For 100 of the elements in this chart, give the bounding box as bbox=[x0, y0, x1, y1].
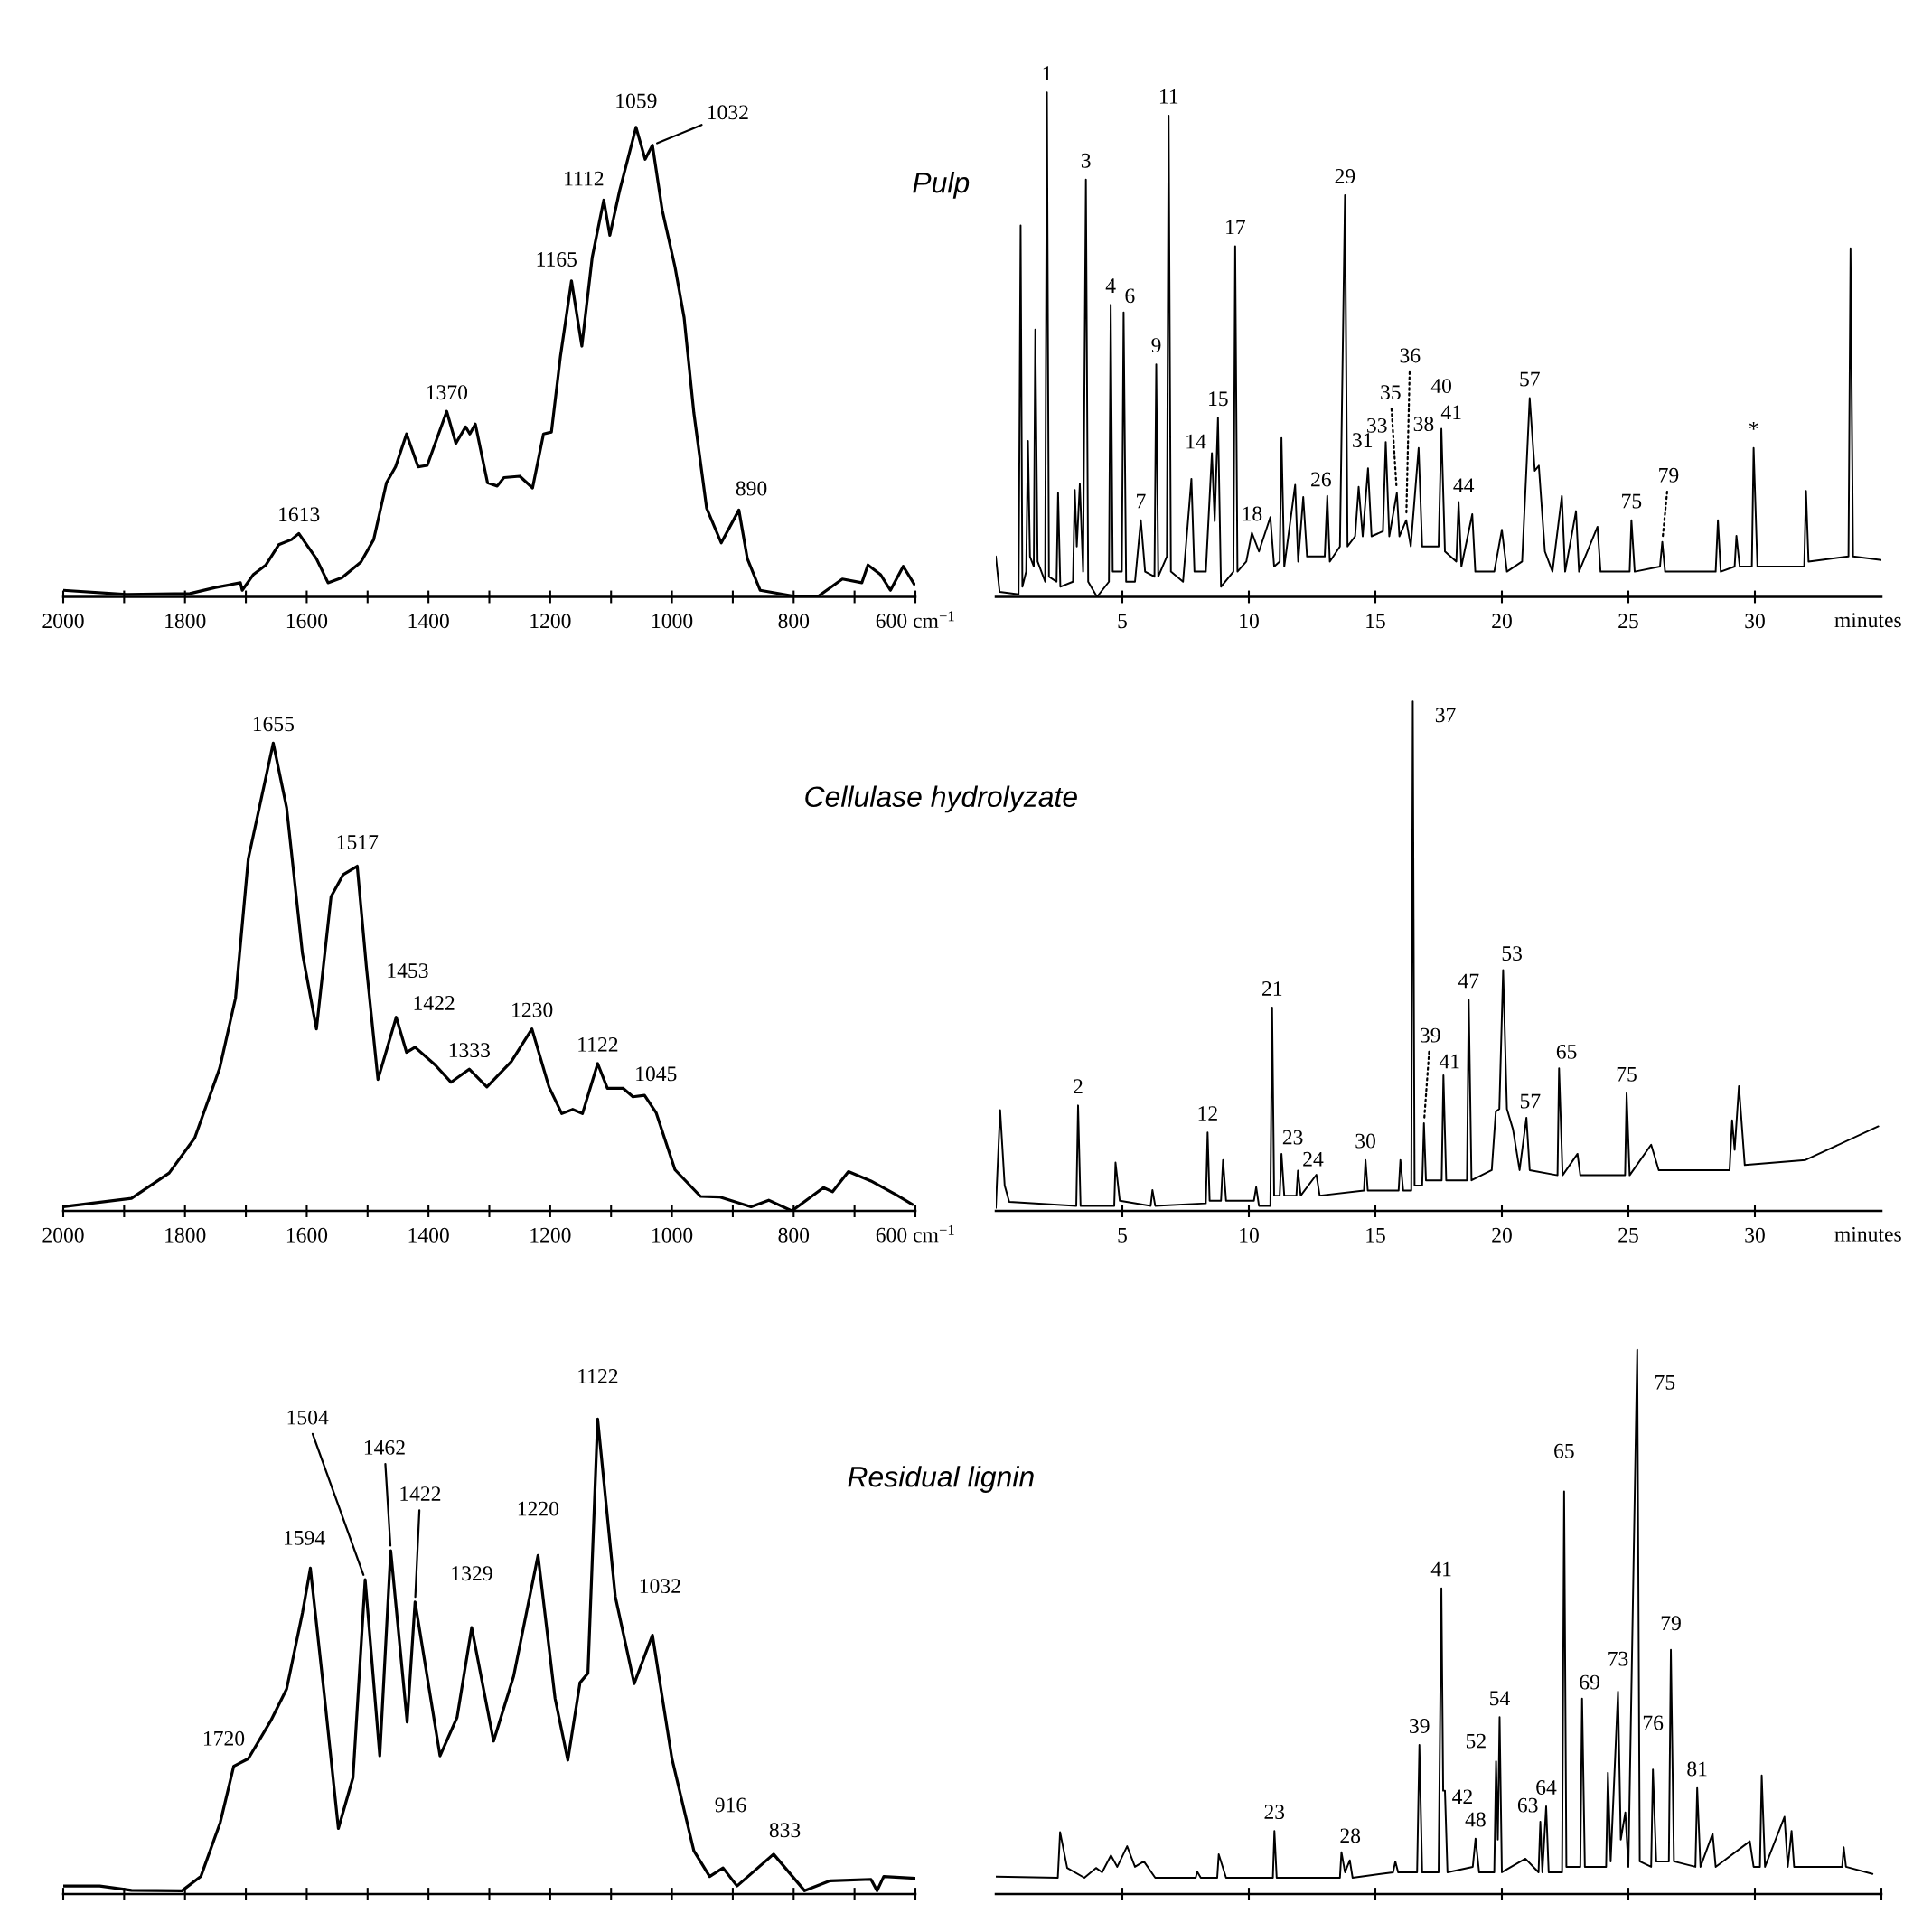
annotation: 33 bbox=[1367, 417, 1387, 433]
annotation: 1165 bbox=[537, 252, 577, 267]
x-tick-label: 1200 bbox=[530, 614, 571, 629]
annotation: 9 bbox=[1151, 338, 1161, 352]
annotation: 1220 bbox=[518, 1501, 559, 1516]
x-tick-label: 1800 bbox=[165, 1227, 206, 1243]
annotation: 1230 bbox=[512, 1002, 553, 1017]
annotation: 47 bbox=[1458, 973, 1479, 989]
x-tick-label: 600 cm$^{−1}$ bbox=[876, 611, 954, 629]
annotation: 4 bbox=[1105, 278, 1116, 293]
annotation: 21 bbox=[1261, 981, 1282, 996]
annotation: 15 bbox=[1209, 391, 1228, 407]
annotation: 41 bbox=[1440, 405, 1461, 419]
annotation: 73 bbox=[1608, 1651, 1628, 1666]
annotation: 7 bbox=[1137, 493, 1146, 509]
annotation: 63 bbox=[1517, 1797, 1538, 1813]
text: Pulp bbox=[913, 172, 970, 199]
x-tick-label: 30 bbox=[1745, 614, 1765, 629]
annotation: * bbox=[1749, 421, 1758, 430]
x-tick-label: 800 bbox=[778, 1227, 810, 1243]
x-tick-label: 2000 bbox=[42, 1227, 84, 1243]
annotation: 37 bbox=[1435, 708, 1456, 723]
annotation: 23 bbox=[1282, 1130, 1303, 1145]
annotation: 23 bbox=[1264, 1805, 1285, 1820]
annotation: 1453 bbox=[388, 963, 428, 979]
annotation: 39 bbox=[1410, 1719, 1430, 1733]
annotation: 1059 bbox=[616, 93, 657, 108]
annotation: 65 bbox=[1554, 1443, 1574, 1458]
annotation: 916 bbox=[715, 1797, 746, 1813]
annotation: 39 bbox=[1421, 1027, 1440, 1043]
annotation: 1462 bbox=[364, 1439, 405, 1455]
annotation: 1370 bbox=[427, 385, 468, 400]
x-tick-label: 1600 bbox=[286, 614, 328, 629]
x-tick-label: 2000 bbox=[42, 614, 84, 629]
annotation: 1613 bbox=[279, 507, 320, 522]
annotation: 24 bbox=[1303, 1151, 1324, 1167]
annotation: 38 bbox=[1413, 417, 1434, 432]
x-tick-label: 25 bbox=[1618, 1227, 1638, 1243]
annotation: 29 bbox=[1335, 169, 1355, 183]
annotation: 52 bbox=[1466, 1733, 1486, 1749]
annotation: 76 bbox=[1643, 1715, 1664, 1730]
x-axis-title: minutes bbox=[1834, 1226, 1901, 1242]
annotation: 57 bbox=[1520, 1093, 1541, 1109]
annotation: 6 bbox=[1125, 288, 1135, 304]
annotation: 31 bbox=[1353, 433, 1373, 448]
annotation: 1517 bbox=[337, 835, 379, 849]
annotation: 833 bbox=[769, 1823, 801, 1838]
text: Cellulase hydrolyzate bbox=[805, 785, 1077, 813]
x-tick-label: 800 bbox=[778, 614, 810, 629]
annotation: 53 bbox=[1502, 946, 1523, 961]
annotation: 1 bbox=[1043, 66, 1052, 80]
annotation: 41 bbox=[1430, 1561, 1451, 1577]
x-tick-label: 1600 bbox=[286, 1227, 328, 1243]
x-tick-label: 1800 bbox=[165, 614, 206, 629]
x-tick-label: 1400 bbox=[408, 614, 449, 629]
annotation: 75 bbox=[1617, 1066, 1637, 1082]
annotation: 69 bbox=[1580, 1674, 1599, 1690]
annotation: 30 bbox=[1355, 1133, 1375, 1149]
annotation: 1045 bbox=[636, 1066, 677, 1082]
annotation: 26 bbox=[1311, 472, 1331, 487]
annotation: 3 bbox=[1081, 153, 1091, 168]
annotation: 36 bbox=[1400, 348, 1421, 363]
x-tick-label: 600 cm$^{−1}$ bbox=[876, 1224, 954, 1243]
x-tick-label: 1400 bbox=[408, 1227, 449, 1243]
x-tick-label: 20 bbox=[1492, 1227, 1512, 1243]
x-tick-label: 20 bbox=[1492, 614, 1512, 629]
x-tick-label: 1000 bbox=[652, 1227, 693, 1243]
annotation: 1032 bbox=[708, 105, 748, 120]
annotation: 12 bbox=[1198, 1106, 1217, 1121]
annotation: 1122 bbox=[578, 1036, 618, 1052]
x-tick-label: 10 bbox=[1240, 1227, 1259, 1243]
annotation: 28 bbox=[1340, 1828, 1361, 1843]
annotation: 44 bbox=[1453, 478, 1475, 492]
annotation: 65 bbox=[1556, 1044, 1577, 1059]
annotation: 1422 bbox=[414, 996, 455, 1010]
annotation: 1032 bbox=[640, 1579, 680, 1594]
annotation: 40 bbox=[1430, 379, 1451, 394]
annotation: 1333 bbox=[449, 1043, 490, 1058]
annotation: 14 bbox=[1186, 434, 1206, 449]
annotation: 54 bbox=[1490, 1691, 1510, 1706]
annotation: 1329 bbox=[452, 1566, 492, 1581]
annotation: 57 bbox=[1520, 371, 1540, 387]
annotation: 1594 bbox=[284, 1530, 325, 1545]
x-tick-label: 15 bbox=[1366, 614, 1385, 629]
annotation: 75 bbox=[1655, 1374, 1675, 1390]
annotation: 1422 bbox=[400, 1486, 441, 1501]
text: Residual lignin bbox=[848, 1466, 1034, 1493]
x-tick-label: 5 bbox=[1118, 1228, 1127, 1243]
annotation: 81 bbox=[1687, 1761, 1707, 1777]
annotation: 890 bbox=[736, 481, 767, 496]
x-tick-label: 1000 bbox=[652, 614, 693, 629]
annotation: 48 bbox=[1465, 1812, 1486, 1827]
annotation: 1122 bbox=[578, 1368, 618, 1383]
annotation: 1720 bbox=[203, 1730, 245, 1746]
annotation: 18 bbox=[1243, 506, 1262, 521]
x-tick-label: 10 bbox=[1240, 614, 1259, 629]
x-axis-title: minutes bbox=[1834, 613, 1901, 628]
annotation: 75 bbox=[1622, 493, 1642, 509]
annotation: 1112 bbox=[565, 171, 604, 186]
annotation: 41 bbox=[1439, 1054, 1459, 1069]
